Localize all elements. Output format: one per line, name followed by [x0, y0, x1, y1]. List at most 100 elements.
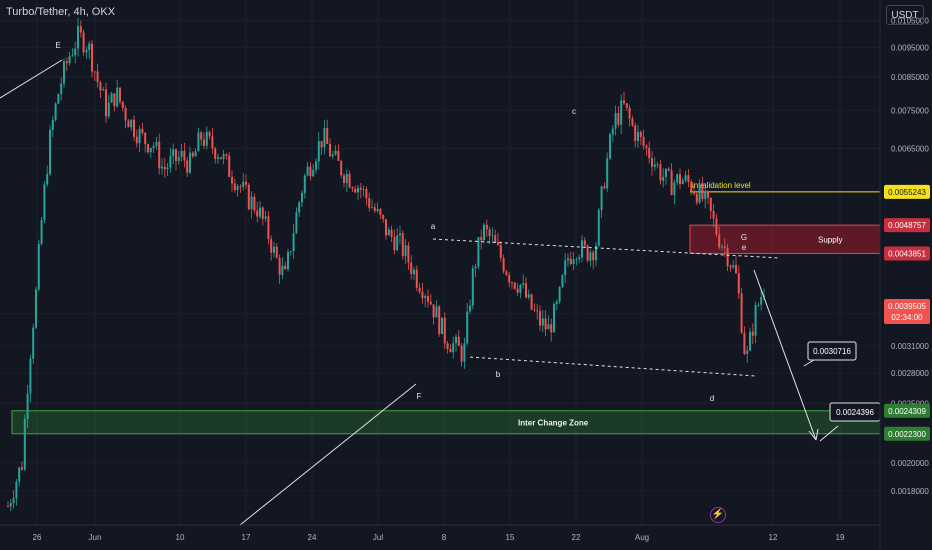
- candle-body: [410, 262, 413, 275]
- symbol-title[interactable]: Turbo/Tether, 4h, OKX: [6, 6, 116, 18]
- time-tick-label: 10: [176, 533, 185, 542]
- projection-arrowhead: [808, 428, 819, 441]
- candle-body: [597, 210, 600, 246]
- target-callout-1: [807, 341, 857, 361]
- candle-body: [553, 304, 555, 333]
- invalidation-price-tag-text: 0.0055243: [888, 188, 926, 197]
- current-price-text: 0.0039505: [888, 302, 926, 311]
- candle-body: [231, 176, 233, 184]
- candle-body: [21, 467, 23, 470]
- supply-top-price-tag: [884, 218, 930, 233]
- time-tick-label: Aug: [635, 533, 649, 542]
- candle-body: [79, 26, 82, 33]
- time-tick-label: 22: [572, 533, 581, 542]
- candle-body: [695, 193, 698, 203]
- zone-label: Inter Change Zone: [518, 418, 589, 427]
- flash-icon[interactable]: ⚡: [710, 507, 726, 523]
- candle-body: [49, 129, 51, 174]
- candle-body: [329, 143, 331, 157]
- candle-body: [620, 100, 623, 125]
- candle-body: [721, 246, 723, 248]
- candle-body: [18, 467, 21, 482]
- candle-body: [575, 259, 578, 260]
- candle-body: [357, 187, 359, 193]
- candle-body: [387, 229, 390, 236]
- time-tick-label: Jun: [89, 533, 102, 542]
- zone-top-price-tag-text: 0.0024309: [888, 407, 926, 416]
- candle-body: [245, 181, 247, 185]
- candle-body: [516, 288, 519, 293]
- candle-body: [536, 310, 539, 312]
- candle-body: [564, 260, 567, 276]
- candle-body: [530, 294, 533, 310]
- zone-top-price-tag: [884, 403, 930, 418]
- time-tick-label: 19: [836, 533, 845, 542]
- candle-body: [704, 191, 707, 200]
- price-scale-panel: [880, 0, 932, 550]
- candle-body: [656, 164, 659, 166]
- candle-body: [427, 296, 429, 302]
- candle-body: [609, 134, 611, 159]
- candle-body: [382, 214, 385, 220]
- candle-body: [351, 187, 354, 189]
- candle-body: [385, 219, 387, 236]
- candle-body: [121, 101, 124, 109]
- candle-body: [572, 259, 575, 264]
- candle-body: [592, 252, 595, 261]
- time-tick-label: 8: [442, 533, 447, 542]
- candle-body: [281, 265, 284, 275]
- candle-body: [681, 180, 684, 185]
- candle-body: [614, 112, 617, 129]
- candle-body: [502, 258, 505, 272]
- candle-body: [653, 164, 656, 167]
- candle-body: [26, 393, 29, 419]
- wave-label-g: G: [741, 233, 747, 242]
- candle-body: [163, 166, 166, 170]
- currency-button[interactable]: USDT: [886, 5, 924, 25]
- candle-body: [379, 208, 382, 215]
- candle-body: [390, 229, 393, 237]
- candle-body: [368, 198, 371, 208]
- candle-body: [715, 218, 718, 235]
- candle-body: [488, 229, 491, 237]
- candle-body: [320, 141, 323, 148]
- candle-body: [340, 160, 343, 176]
- candle-body: [555, 301, 558, 305]
- candle-body: [525, 283, 527, 298]
- supply-bottom-price-tag: [884, 246, 930, 261]
- candle-body: [161, 166, 163, 169]
- candle-body: [648, 147, 651, 159]
- candle-body: [43, 184, 46, 221]
- candle-body: [404, 245, 407, 257]
- candle-body: [295, 212, 298, 234]
- price-tick-label: 0.0095000: [891, 43, 929, 52]
- candle-body: [306, 166, 309, 176]
- candle-body: [581, 240, 583, 258]
- candle-body: [158, 141, 161, 169]
- wave-label-c: c: [572, 107, 576, 116]
- candle-body: [359, 187, 362, 190]
- candle-body: [746, 350, 749, 354]
- candle-body: [200, 132, 203, 140]
- price-tick-label: 0.0075000: [891, 106, 929, 115]
- candle-body: [7, 506, 9, 507]
- candle-body: [639, 131, 642, 137]
- candle-body: [197, 132, 200, 152]
- candle-body: [12, 498, 15, 504]
- candle-body: [292, 233, 295, 252]
- candle-body: [9, 503, 12, 507]
- candle-body: [455, 336, 457, 344]
- candle-body: [326, 127, 329, 144]
- candle-body: [718, 234, 721, 248]
- candle-body: [583, 240, 586, 246]
- candle-body: [287, 252, 289, 270]
- candle-body: [68, 55, 71, 64]
- candle-body: [687, 175, 690, 182]
- candle-body: [407, 245, 410, 263]
- time-tick-label: 15: [506, 533, 515, 542]
- candle-body: [645, 145, 648, 148]
- candle-body: [421, 291, 424, 299]
- candle-body: [203, 139, 205, 146]
- time-tick-label: 17: [242, 533, 251, 542]
